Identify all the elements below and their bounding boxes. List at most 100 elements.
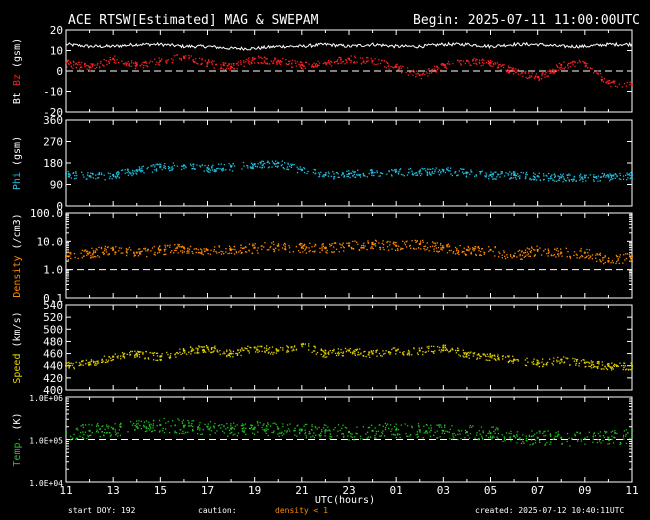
scatter-point [611, 438, 613, 441]
scatter-point [576, 257, 578, 259]
scatter-point [426, 72, 428, 74]
scatter-point [197, 352, 199, 354]
scatter-point [485, 176, 487, 178]
scatter-point [555, 256, 557, 258]
scatter-point [417, 423, 420, 425]
scatter-point [623, 438, 625, 440]
scatter-point [226, 349, 228, 351]
scatter-point [98, 256, 101, 258]
scatter-point [304, 423, 307, 426]
scatter-point [494, 429, 497, 431]
scatter-point [361, 57, 364, 59]
scatter-point [313, 432, 315, 434]
x-tick-label: 23 [342, 484, 355, 497]
scatter-point [572, 64, 574, 66]
scatter-point [91, 253, 94, 255]
scatter-point [137, 350, 139, 352]
density-caution: density < 1 [275, 506, 328, 515]
scatter-point [92, 64, 94, 67]
scatter-point [476, 432, 478, 434]
scatter-point [96, 64, 98, 66]
scatter-point [303, 171, 306, 174]
scatter-point [507, 67, 510, 69]
scatter-point [349, 432, 352, 435]
scatter-point [189, 425, 191, 427]
scatter-point [111, 247, 114, 249]
scatter-point [165, 60, 167, 62]
scatter-point [433, 250, 435, 252]
scatter-point [207, 348, 210, 350]
scatter-point [483, 253, 485, 255]
scatter-point [442, 349, 444, 352]
scatter-point [473, 353, 475, 355]
scatter-point [523, 252, 525, 254]
scatter-point [267, 435, 269, 437]
scatter-point [324, 435, 326, 437]
scatter-point [374, 58, 376, 60]
scatter-point [601, 76, 603, 78]
scatter-point [287, 350, 290, 353]
scatter-point [260, 161, 262, 163]
scatter-point [338, 352, 340, 355]
scatter-point [217, 425, 220, 427]
scatter-point [603, 436, 606, 439]
scatter-point [193, 349, 195, 351]
scatter-point [199, 429, 201, 431]
scatter-point [79, 68, 81, 70]
scatter-point [437, 171, 440, 173]
scatter-point [440, 172, 442, 174]
scatter-point [164, 253, 166, 256]
data-point [230, 248, 233, 251]
scatter-point [87, 172, 89, 174]
scatter-point [273, 430, 275, 432]
scatter-point [140, 351, 142, 353]
scatter-point [491, 426, 493, 428]
scatter-point [347, 175, 350, 178]
scatter-point [318, 64, 320, 66]
scatter-point [236, 63, 239, 65]
scatter-point [626, 179, 628, 181]
scatter-point [257, 431, 259, 433]
scatter-point [88, 66, 91, 68]
scatter-point [538, 365, 541, 368]
scatter-point [299, 166, 301, 168]
scatter-point [505, 172, 507, 174]
scatter-point [452, 435, 454, 437]
data-point [607, 175, 610, 178]
scatter-point [108, 177, 111, 180]
scatter-point [553, 70, 555, 72]
y-tick-label: 1.0E+05 [29, 437, 63, 446]
scatter-point [259, 422, 261, 424]
scatter-point [406, 435, 408, 437]
scatter-point [130, 420, 132, 423]
scatter-point [394, 66, 396, 68]
scatter-point [388, 427, 390, 430]
scatter-point [157, 247, 160, 249]
scatter-point [621, 86, 623, 88]
scatter-point [601, 361, 603, 363]
scatter-point [571, 61, 573, 64]
scatter-point [349, 347, 351, 350]
scatter-point [545, 364, 547, 366]
scatter-point [458, 354, 460, 356]
scatter-point [92, 252, 95, 254]
scatter-point [325, 429, 327, 432]
scatter-point [497, 357, 500, 359]
scatter-point [70, 435, 72, 438]
scatter-point [164, 162, 166, 165]
scatter-point [448, 245, 451, 247]
scatter-point [444, 349, 447, 352]
scatter-point [263, 246, 265, 248]
scatter-point [159, 245, 161, 247]
scatter-point [493, 358, 495, 360]
scatter-point [196, 62, 198, 64]
scatter-point [498, 63, 500, 66]
scatter-point [442, 245, 444, 247]
scatter-point [251, 62, 253, 65]
scatter-point [373, 244, 375, 246]
scatter-point [598, 360, 600, 363]
scatter-point [284, 247, 287, 249]
scatter-point [228, 353, 230, 355]
scatter-point [136, 62, 138, 64]
scatter-point [391, 428, 393, 430]
